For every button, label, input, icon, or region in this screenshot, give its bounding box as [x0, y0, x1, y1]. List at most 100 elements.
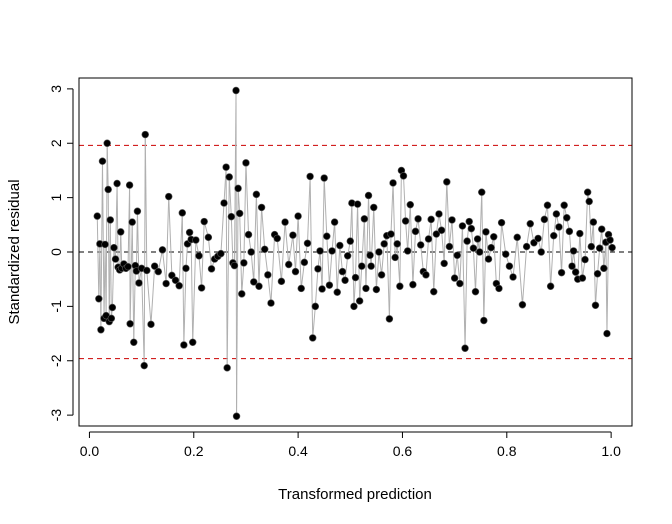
connecting-segment: [501, 222, 507, 255]
y-tick-label: -2: [48, 354, 64, 367]
data-point: [469, 244, 478, 252]
data-point: [232, 86, 240, 95]
connecting-segment: [331, 222, 336, 251]
data-point: [482, 228, 490, 236]
connecting-segment: [309, 176, 314, 338]
connecting-segment: [526, 223, 531, 247]
data-point: [484, 255, 493, 263]
connecting-segment: [461, 225, 466, 349]
data-point: [600, 264, 608, 273]
connecting-segment: [307, 176, 311, 244]
data-point: [456, 279, 464, 288]
connecting-lines: [96, 90, 613, 417]
connecting-segment: [485, 231, 490, 260]
data-point: [234, 184, 242, 193]
connecting-segment: [498, 222, 503, 289]
connecting-segment: [456, 255, 461, 284]
data-point: [297, 284, 305, 293]
connecting-segment: [168, 196, 173, 276]
connecting-segment: [226, 176, 230, 368]
data-point: [437, 226, 446, 234]
data-point: [458, 222, 467, 230]
x-tick-label: 0.6: [393, 443, 413, 459]
data-point: [595, 244, 604, 252]
data-point: [320, 174, 328, 182]
x-tick-label: 0.0: [80, 443, 100, 459]
data-point: [366, 251, 374, 259]
data-point: [581, 255, 589, 264]
data-point: [150, 262, 159, 270]
connecting-segment: [407, 204, 411, 251]
data-point: [162, 279, 170, 288]
data-point: [435, 210, 443, 218]
data-point: [540, 215, 549, 224]
connecting-segment: [198, 255, 203, 288]
connecting-segment: [373, 207, 377, 290]
connecting-segment: [344, 255, 349, 281]
y-tick-label: 3: [48, 85, 64, 93]
data-point: [227, 212, 236, 221]
connecting-segment: [472, 248, 476, 292]
data-point: [393, 240, 401, 248]
data-point: [333, 288, 341, 296]
data-point: [267, 299, 275, 307]
data-point: [443, 178, 451, 186]
data-point: [502, 250, 510, 258]
data-point: [93, 212, 101, 220]
data-points: [93, 86, 616, 420]
data-point: [101, 240, 109, 249]
connecting-segment: [96, 216, 100, 299]
data-point: [518, 301, 527, 309]
data-point: [133, 207, 142, 215]
data-point: [108, 303, 117, 312]
connecting-segment: [297, 216, 302, 289]
connecting-segment: [258, 207, 263, 287]
data-point: [316, 247, 324, 255]
connecting-segment: [321, 178, 325, 289]
connecting-segment: [133, 265, 136, 343]
data-point: [217, 249, 225, 258]
connecting-segment: [237, 188, 241, 214]
data-point: [497, 218, 506, 227]
connecting-segment: [312, 306, 316, 338]
connecting-segment: [353, 277, 356, 307]
data-point: [461, 344, 469, 352]
data-point: [189, 338, 197, 346]
data-point: [250, 278, 258, 286]
data-point: [141, 130, 149, 139]
connecting-segment: [579, 233, 583, 279]
connecting-segment: [512, 237, 518, 278]
data-point: [560, 201, 568, 209]
data-point: [325, 281, 334, 289]
connecting-segment: [150, 266, 156, 325]
data-point: [403, 247, 412, 255]
data-point: [414, 215, 422, 223]
connecting-segment: [280, 222, 286, 282]
data-point: [328, 247, 336, 255]
data-point: [606, 236, 614, 244]
connecting-segment: [378, 251, 383, 275]
data-point: [244, 230, 253, 239]
data-point: [396, 282, 404, 290]
x-tick-label: 0.8: [497, 443, 517, 459]
connecting-segment: [399, 170, 402, 287]
data-point: [291, 267, 300, 276]
data-point: [585, 197, 593, 206]
data-point: [165, 192, 173, 201]
x-axis-title: Transformed prediction: [278, 486, 432, 503]
data-point: [495, 284, 503, 293]
data-point: [220, 199, 228, 207]
data-point: [427, 215, 435, 224]
connecting-segment: [106, 143, 109, 190]
data-point: [103, 139, 111, 147]
data-point: [401, 217, 410, 225]
data-point: [473, 235, 482, 243]
data-point: [222, 163, 230, 171]
connecting-segment: [339, 245, 343, 272]
connecting-segment: [250, 251, 255, 282]
data-point: [185, 228, 194, 237]
data-point: [362, 284, 370, 293]
connecting-segment: [425, 238, 430, 275]
data-point: [385, 315, 394, 323]
data-point: [314, 265, 322, 273]
